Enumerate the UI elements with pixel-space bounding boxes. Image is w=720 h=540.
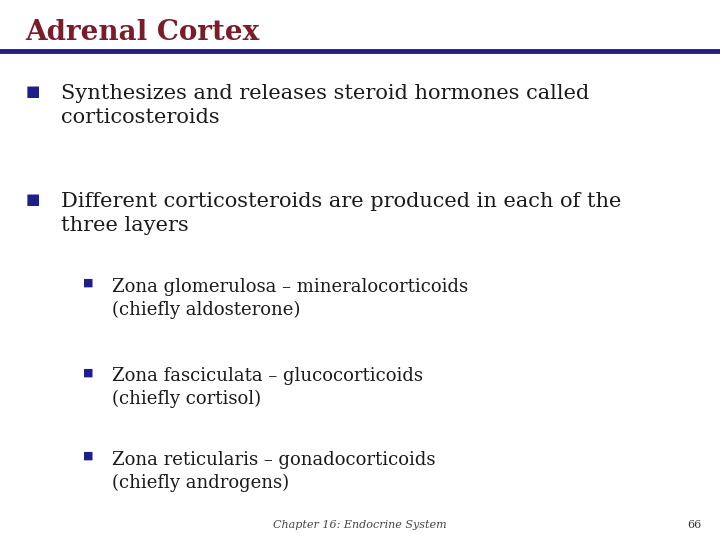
Text: Adrenal Cortex: Adrenal Cortex	[25, 19, 259, 46]
Text: Chapter 16: Endocrine System: Chapter 16: Endocrine System	[273, 520, 447, 530]
Text: 66: 66	[688, 520, 702, 530]
Text: ■: ■	[25, 192, 40, 207]
Text: ■: ■	[83, 278, 94, 288]
Text: Different corticosteroids are produced in each of the
three layers: Different corticosteroids are produced i…	[61, 192, 621, 235]
Text: Zona glomerulosa – mineralocorticoids
(chiefly aldosterone): Zona glomerulosa – mineralocorticoids (c…	[112, 278, 468, 319]
Text: Zona fasciculata – glucocorticoids
(chiefly cortisol): Zona fasciculata – glucocorticoids (chie…	[112, 367, 423, 408]
Text: Synthesizes and releases steroid hormones called
corticosteroids: Synthesizes and releases steroid hormone…	[61, 84, 590, 127]
Text: ■: ■	[83, 451, 94, 461]
Text: ■: ■	[25, 84, 40, 99]
Text: Zona reticularis – gonadocorticoids
(chiefly androgens): Zona reticularis – gonadocorticoids (chi…	[112, 451, 435, 492]
Text: ■: ■	[83, 367, 94, 377]
